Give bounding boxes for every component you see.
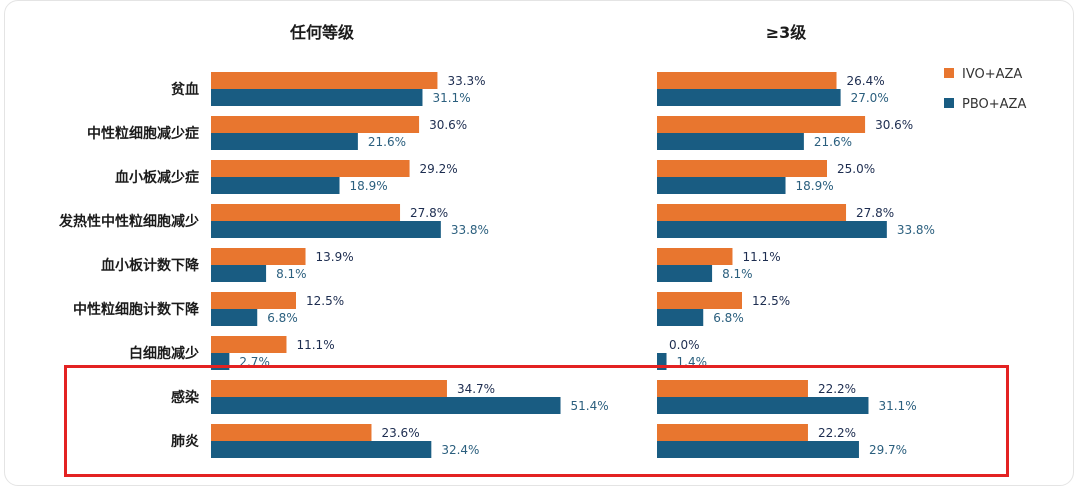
data-label-p1-pbo-aza-9: 32.4% bbox=[441, 443, 479, 457]
data-label-p1-pbo-aza-8: 51.4% bbox=[571, 399, 609, 413]
bar-p2-ivo-aza-6 bbox=[657, 292, 742, 309]
data-label-p2-ivo-aza-2: 30.6% bbox=[875, 118, 913, 132]
data-label-p2-ivo-aza-3: 25.0% bbox=[837, 162, 875, 176]
category-label-3: 血小板减少症 bbox=[115, 169, 199, 186]
bar-p2-ivo-aza-8 bbox=[657, 380, 808, 397]
data-label-p1-pbo-aza-3: 18.9% bbox=[350, 179, 388, 193]
bar-p2-pbo-aza-9 bbox=[657, 441, 859, 458]
category-label-7: 白细胞减少 bbox=[129, 345, 199, 362]
bar-p2-ivo-aza-4 bbox=[657, 204, 847, 221]
bar-p1-pbo-aza-1 bbox=[211, 89, 423, 106]
bar-p2-ivo-aza-9 bbox=[657, 424, 808, 441]
data-label-p1-ivo-aza-4: 27.8% bbox=[410, 206, 448, 220]
bar-p1-ivo-aza-8 bbox=[211, 380, 447, 397]
data-label-p2-ivo-aza-6: 12.5% bbox=[752, 294, 790, 308]
data-label-p2-pbo-aza-3: 18.9% bbox=[796, 179, 834, 193]
data-label-p2-ivo-aza-5: 11.1% bbox=[742, 250, 780, 264]
data-label-p2-pbo-aza-9: 29.7% bbox=[869, 443, 907, 457]
bar-p1-pbo-aza-4 bbox=[211, 221, 441, 238]
data-label-p1-ivo-aza-6: 12.5% bbox=[306, 294, 344, 308]
data-label-p2-ivo-aza-1: 26.4% bbox=[847, 74, 885, 88]
category-label-1: 贫血 bbox=[171, 81, 199, 98]
bar-p1-pbo-aza-5 bbox=[211, 265, 267, 282]
highlight-box-infection-pneumonia bbox=[64, 365, 1009, 477]
category-label-4: 发热性中性粒细胞减少 bbox=[58, 213, 199, 230]
bar-p2-pbo-aza-2 bbox=[657, 133, 804, 150]
bar-p2-pbo-aza-7 bbox=[657, 353, 667, 370]
data-label-p2-ivo-aza-9: 22.2% bbox=[818, 426, 856, 440]
data-label-p1-ivo-aza-5: 13.9% bbox=[316, 250, 354, 264]
category-label-5: 血小板计数下降 bbox=[101, 257, 200, 274]
data-label-p1-ivo-aza-2: 30.6% bbox=[429, 118, 467, 132]
category-label-6: 中性粒细胞计数下降 bbox=[73, 301, 200, 318]
bar-p1-ivo-aza-1 bbox=[211, 72, 438, 89]
data-label-p2-pbo-aza-2: 21.6% bbox=[814, 135, 852, 149]
legend-label-pbo-aza: PBO+AZA bbox=[962, 97, 1026, 112]
bar-p1-ivo-aza-2 bbox=[211, 116, 420, 133]
bar-p2-pbo-aza-8 bbox=[657, 397, 869, 414]
legend-swatch-pbo-aza bbox=[944, 98, 954, 108]
data-label-p2-pbo-aza-6: 6.8% bbox=[713, 311, 744, 325]
bar-p2-pbo-aza-6 bbox=[657, 309, 704, 326]
bar-p2-ivo-aza-3 bbox=[657, 160, 827, 177]
bar-p2-ivo-aza-2 bbox=[657, 116, 866, 133]
data-label-p1-pbo-aza-5: 8.1% bbox=[276, 267, 307, 281]
bar-p1-pbo-aza-6 bbox=[211, 309, 258, 326]
category-label-8: 感染 bbox=[171, 389, 200, 406]
data-label-p2-pbo-aza-5: 8.1% bbox=[722, 267, 753, 281]
bar-p2-ivo-aza-5 bbox=[657, 248, 733, 265]
bar-p2-pbo-aza-4 bbox=[657, 221, 887, 238]
bar-p1-ivo-aza-9 bbox=[211, 424, 372, 441]
data-label-p1-pbo-aza-6: 6.8% bbox=[267, 311, 298, 325]
bar-p2-ivo-aza-1 bbox=[657, 72, 837, 89]
data-label-p2-ivo-aza-4: 27.8% bbox=[856, 206, 894, 220]
bar-p1-pbo-aza-8 bbox=[211, 397, 561, 414]
bar-p2-pbo-aza-3 bbox=[657, 177, 786, 194]
bar-p1-ivo-aza-7 bbox=[211, 336, 287, 353]
category-label-2: 中性粒细胞减少症 bbox=[87, 125, 199, 142]
bar-p2-pbo-aza-1 bbox=[657, 89, 841, 106]
bar-p1-ivo-aza-3 bbox=[211, 160, 410, 177]
data-label-p2-ivo-aza-7: 0.0% bbox=[669, 338, 700, 352]
bar-p1-ivo-aza-5 bbox=[211, 248, 306, 265]
data-label-p1-ivo-aza-8: 34.7% bbox=[457, 382, 495, 396]
data-label-p2-pbo-aza-1: 27.0% bbox=[851, 91, 889, 105]
data-label-p2-pbo-aza-8: 31.1% bbox=[878, 399, 916, 413]
data-label-p2-pbo-aza-4: 33.8% bbox=[897, 223, 935, 237]
category-label-9: 肺炎 bbox=[171, 434, 199, 450]
panel-title-2: ≥3级 bbox=[766, 23, 808, 42]
bar-p1-pbo-aza-3 bbox=[211, 177, 340, 194]
bar-p1-pbo-aza-2 bbox=[211, 133, 358, 150]
bar-p1-pbo-aza-9 bbox=[211, 441, 432, 458]
legend-label-ivo-aza: IVO+AZA bbox=[962, 67, 1022, 82]
data-label-p2-ivo-aza-8: 22.2% bbox=[818, 382, 856, 396]
data-label-p1-ivo-aza-7: 11.1% bbox=[296, 338, 334, 352]
data-label-p1-pbo-aza-4: 33.8% bbox=[451, 223, 489, 237]
bar-p1-ivo-aza-6 bbox=[211, 292, 296, 309]
bar-p1-ivo-aza-4 bbox=[211, 204, 401, 221]
data-label-p1-ivo-aza-9: 23.6% bbox=[381, 426, 419, 440]
data-label-p1-ivo-aza-3: 29.2% bbox=[420, 162, 458, 176]
data-label-p1-pbo-aza-2: 21.6% bbox=[368, 135, 406, 149]
panel-title-1: 任何等级 bbox=[289, 23, 355, 42]
data-label-p1-pbo-aza-1: 31.1% bbox=[432, 91, 470, 105]
bar-p2-pbo-aza-5 bbox=[657, 265, 713, 282]
legend-swatch-ivo-aza bbox=[944, 68, 954, 78]
data-label-p1-ivo-aza-1: 33.3% bbox=[447, 74, 485, 88]
